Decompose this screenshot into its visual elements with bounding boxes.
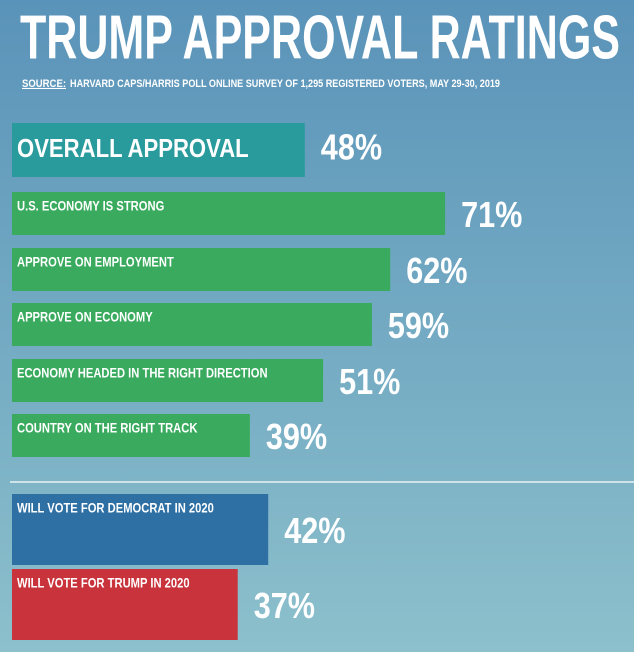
bar bbox=[12, 192, 446, 235]
bar-label: OVERALL APPROVAL bbox=[17, 133, 249, 163]
value-label: 48% bbox=[321, 127, 382, 168]
bar bbox=[12, 494, 269, 565]
chart-subtitle: HARVARD CAPS/HARRIS POLL ONLINE SURVEY O… bbox=[70, 78, 500, 90]
value-label: 51% bbox=[339, 361, 400, 402]
bar-label: ECONOMY HEADED IN THE RIGHT DIRECTION bbox=[17, 365, 268, 381]
bar bbox=[12, 248, 391, 291]
value-label: 62% bbox=[406, 250, 467, 291]
source-label: SOURCE: bbox=[22, 78, 66, 90]
bar bbox=[12, 123, 305, 177]
bar-label: APPROVE ON ECONOMY bbox=[17, 309, 153, 325]
bar-label: U.S. ECONOMY IS STRONG bbox=[17, 198, 164, 214]
value-label: 37% bbox=[254, 585, 315, 626]
bar bbox=[12, 414, 250, 457]
bar-label: WILL VOTE FOR DEMOCRAT IN 2020 bbox=[17, 500, 214, 516]
bar-label: COUNTRY ON THE RIGHT TRACK bbox=[17, 420, 197, 436]
bar-label: WILL VOTE FOR TRUMP IN 2020 bbox=[17, 575, 190, 591]
value-label: 42% bbox=[284, 510, 345, 551]
bar bbox=[12, 303, 372, 346]
chart-title: TRUMP APPROVAL RATINGS bbox=[20, 3, 620, 72]
value-label: 59% bbox=[388, 305, 449, 346]
bar-label: APPROVE ON EMPLOYMENT bbox=[17, 254, 174, 270]
bar bbox=[12, 569, 238, 640]
bar bbox=[12, 359, 324, 402]
value-label: 71% bbox=[461, 194, 522, 235]
value-label: 39% bbox=[266, 416, 327, 457]
